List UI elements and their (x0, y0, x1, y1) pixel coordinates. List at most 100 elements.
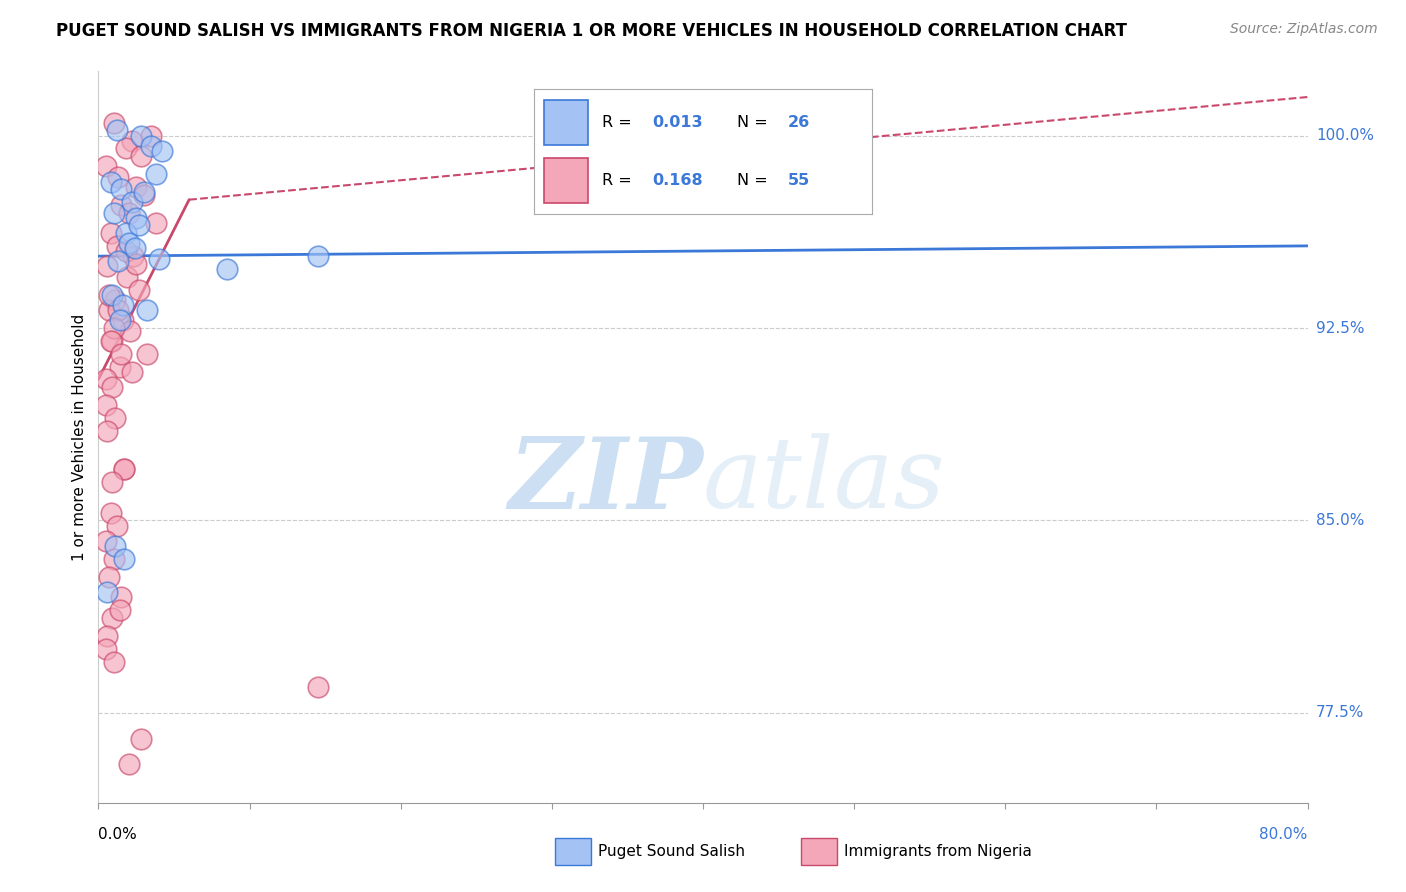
Text: 0.013: 0.013 (652, 115, 703, 130)
Point (124, 242, 146, 256)
Text: 55: 55 (787, 173, 810, 188)
Point (148, 252, 170, 266)
Point (103, 205, 125, 219)
Point (125, 257, 148, 271)
Text: ZIP: ZIP (508, 433, 703, 529)
Text: 100.0%: 100.0% (1316, 128, 1374, 143)
Point (104, 410, 127, 425)
Point (118, 205, 141, 219)
Point (103, 552, 125, 566)
Point (112, 462, 135, 476)
Bar (544, 101, 588, 145)
Point (94, 398, 117, 412)
Point (129, 149, 152, 163)
Text: 26: 26 (787, 115, 810, 130)
Text: 85.0%: 85.0% (1316, 513, 1364, 528)
Point (118, 757, 141, 772)
Point (105, 239, 128, 253)
Point (96, 424, 118, 438)
Text: R =: R = (602, 115, 637, 130)
Point (94, 159, 117, 173)
Point (111, 298, 134, 312)
Text: Immigrants from Nigeria: Immigrants from Nigeria (844, 845, 1032, 859)
Text: 77.5%: 77.5% (1316, 706, 1364, 721)
Point (110, 182, 132, 196)
Point (94, 372, 117, 386)
Point (125, 211, 148, 225)
Point (132, 185, 155, 199)
Point (129, 731, 152, 746)
Point (108, 313, 131, 327)
Point (110, 346, 132, 360)
Point (121, 365, 143, 379)
Point (101, 334, 124, 348)
Point (112, 552, 135, 566)
Point (96, 629, 118, 643)
Point (141, 138, 163, 153)
Point (121, 134, 143, 148)
Text: 80.0%: 80.0% (1260, 827, 1308, 841)
Point (96, 585, 118, 599)
Text: Source: ZipAtlas.com: Source: ZipAtlas.com (1230, 22, 1378, 37)
Point (103, 655, 125, 669)
Point (135, 346, 157, 360)
Point (101, 287, 124, 301)
Bar (801, 838, 837, 865)
Point (132, 187, 155, 202)
Point (114, 141, 136, 155)
Point (100, 175, 122, 189)
Text: 0.0%: 0.0% (98, 827, 138, 841)
Point (307, 249, 329, 263)
Point (215, 262, 238, 277)
Point (98, 303, 121, 318)
Point (98, 287, 121, 301)
Point (107, 303, 129, 318)
Text: N =: N = (737, 115, 773, 130)
Point (135, 303, 157, 318)
Point (145, 167, 167, 181)
Point (128, 283, 150, 297)
Bar (544, 158, 588, 202)
Point (110, 591, 132, 605)
Point (307, 681, 329, 695)
Point (108, 603, 131, 617)
Text: PUGET SOUND SALISH VS IMMIGRANTS FROM NIGERIA 1 OR MORE VEHICLES IN HOUSEHOLD CO: PUGET SOUND SALISH VS IMMIGRANTS FROM NI… (56, 22, 1128, 40)
Point (150, 144, 173, 158)
Point (104, 539, 127, 553)
Point (107, 254, 129, 268)
Point (114, 244, 136, 258)
Point (101, 611, 124, 625)
Point (122, 249, 145, 263)
Bar (555, 838, 591, 865)
Point (111, 313, 134, 327)
Point (103, 321, 125, 335)
Point (118, 236, 141, 251)
Point (108, 359, 131, 374)
Text: 92.5%: 92.5% (1316, 320, 1364, 335)
Point (105, 518, 128, 533)
Point (128, 219, 150, 233)
Point (107, 169, 129, 184)
Point (129, 128, 152, 143)
Point (101, 475, 124, 489)
Point (112, 462, 135, 476)
Point (114, 226, 136, 240)
Point (104, 293, 127, 307)
Y-axis label: 1 or more Vehicles in Household: 1 or more Vehicles in Household (72, 313, 87, 561)
Text: N =: N = (737, 173, 773, 188)
Point (96, 260, 118, 274)
Point (125, 179, 148, 194)
Point (110, 198, 132, 212)
Point (100, 226, 122, 240)
Text: Puget Sound Salish: Puget Sound Salish (598, 845, 745, 859)
Point (103, 116, 125, 130)
Text: 0.168: 0.168 (652, 173, 703, 188)
Point (145, 216, 167, 230)
Point (121, 195, 143, 210)
Point (100, 334, 122, 348)
Point (94, 534, 117, 549)
Point (115, 269, 138, 284)
Point (120, 324, 142, 338)
Point (101, 380, 124, 394)
Point (105, 123, 128, 137)
